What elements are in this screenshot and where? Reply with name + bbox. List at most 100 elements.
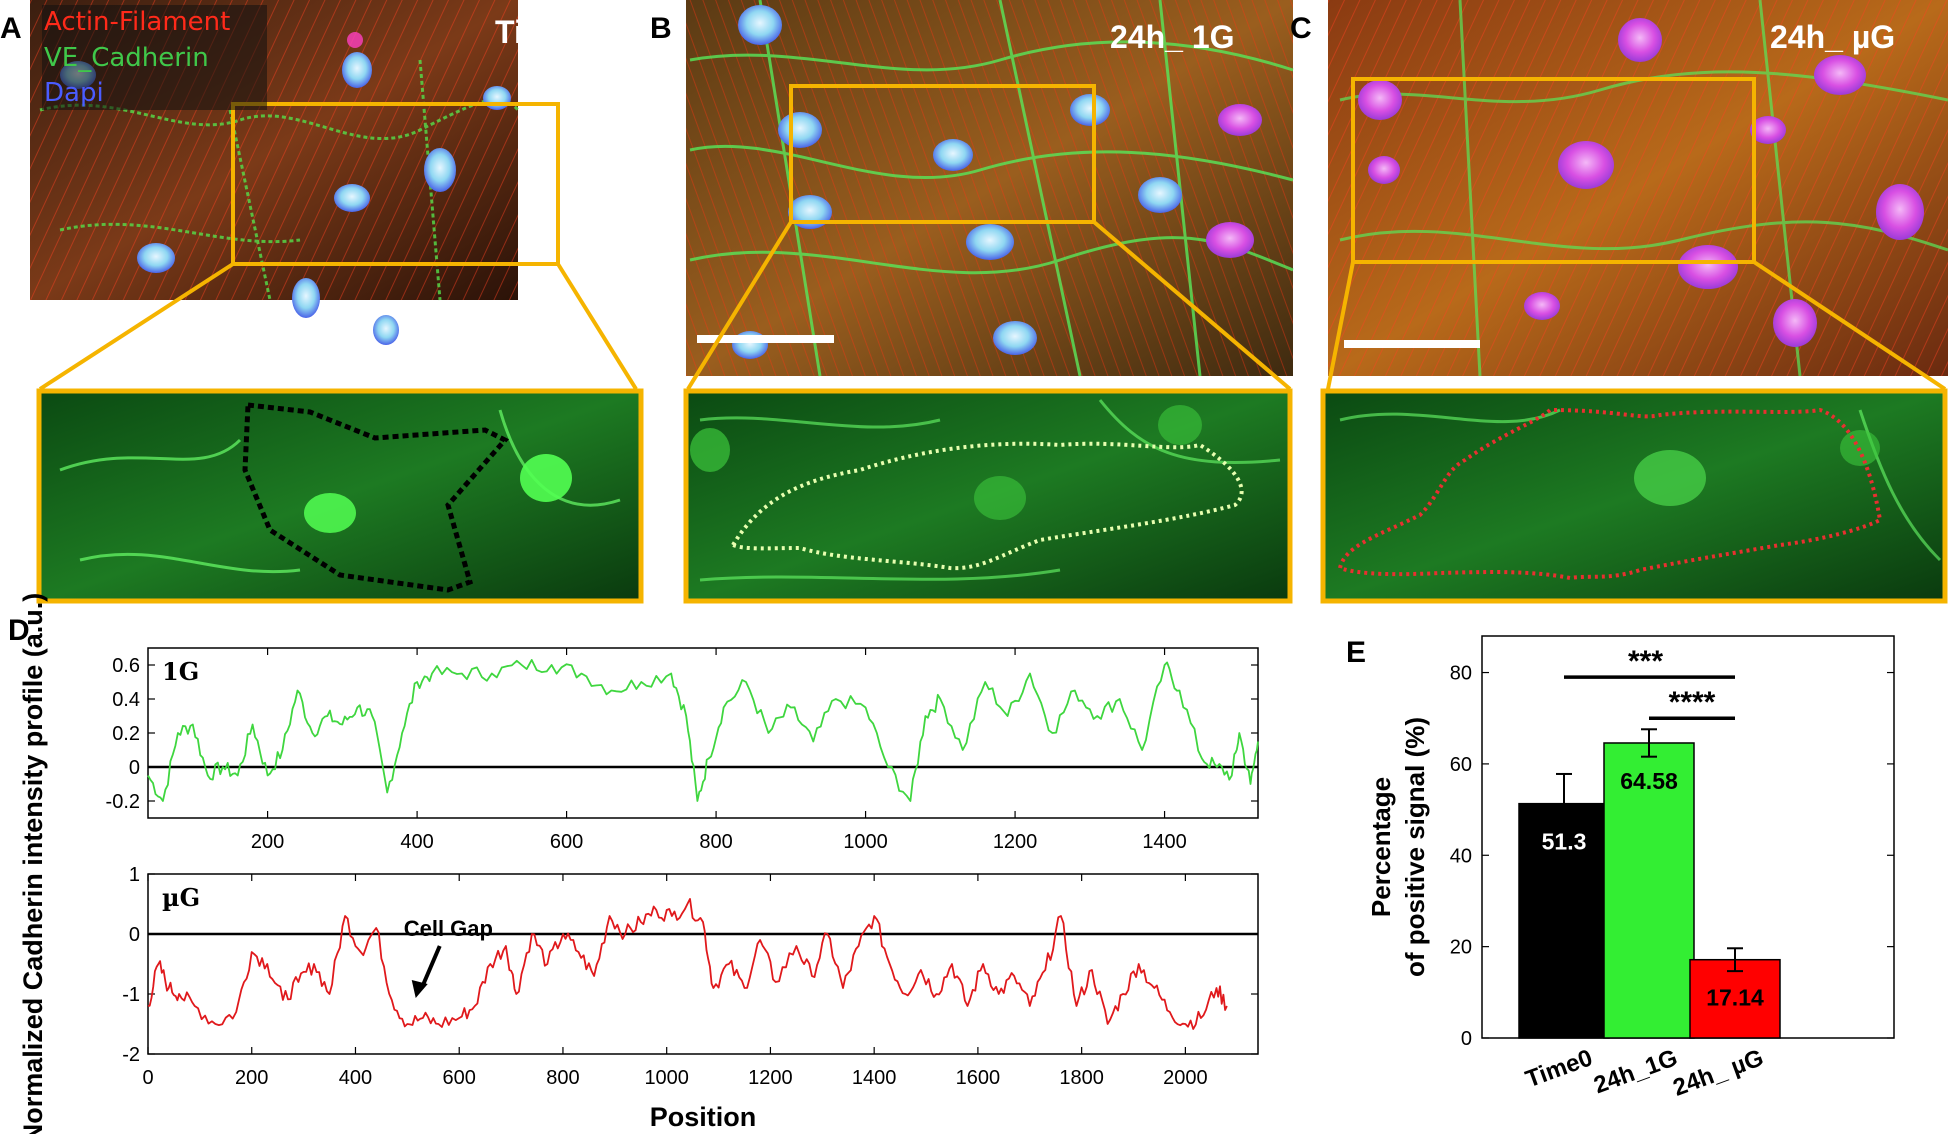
panel-a-zoom bbox=[36, 388, 644, 604]
connector-line bbox=[38, 262, 235, 391]
category-label: 24h_1G bbox=[1590, 1044, 1681, 1099]
nucleus bbox=[1138, 177, 1182, 213]
annotation-arrowhead bbox=[411, 980, 428, 998]
x-tick-label: 1000 bbox=[843, 831, 888, 853]
zoom-box bbox=[231, 102, 560, 266]
panel-b-title: 24h_ 1G bbox=[1110, 19, 1235, 55]
scale-bar bbox=[1344, 340, 1480, 348]
cell-outline bbox=[242, 402, 510, 593]
nucleus bbox=[1524, 292, 1560, 320]
scale-bar bbox=[70, 346, 185, 354]
zoom-cell-edges bbox=[699, 399, 1281, 582]
series-label: 1G bbox=[162, 657, 199, 686]
zoom-box bbox=[1351, 77, 1756, 264]
legend-dapi: Dapi bbox=[44, 78, 104, 108]
x-tick-label: 600 bbox=[550, 831, 583, 853]
category-label: Time0 bbox=[1522, 1044, 1596, 1093]
x-tick-label: 800 bbox=[699, 831, 732, 853]
nucleus bbox=[1814, 55, 1866, 95]
panel-letter-d: D bbox=[8, 614, 30, 647]
panel-a-connectors bbox=[38, 262, 638, 391]
y-tick-label: -2 bbox=[122, 1044, 140, 1066]
x-tick-label: 200 bbox=[251, 831, 284, 853]
connector-line bbox=[1092, 220, 1292, 391]
y-tick-label: 40 bbox=[1450, 845, 1472, 867]
panel-c-connectors bbox=[1326, 260, 1947, 391]
x-tick-label: 2000 bbox=[1163, 1067, 1208, 1089]
x-axis-label: Position bbox=[650, 1102, 757, 1132]
panel-c-cell-junctions bbox=[1339, 0, 1948, 377]
nucleus bbox=[1070, 94, 1110, 126]
y-tick-label: 0 bbox=[129, 757, 140, 779]
nucleus bbox=[1773, 299, 1817, 347]
panel-b-zoom bbox=[683, 388, 1293, 604]
bar bbox=[1518, 802, 1610, 1039]
panel-a: A Actin-Filament VE_Cadherin Dapi Time 0 bbox=[0, 0, 596, 354]
nucleus bbox=[1618, 18, 1662, 62]
zoom-nucleus bbox=[974, 476, 1026, 520]
legend-ve-cadherin: VE_Cadherin bbox=[44, 43, 209, 73]
annotation-arrow bbox=[419, 945, 442, 989]
panel-a-title: Time 0 bbox=[495, 14, 596, 50]
legend-bg bbox=[42, 5, 267, 110]
significance-stars: **** bbox=[1669, 686, 1716, 719]
zoom-nucleus bbox=[520, 454, 572, 502]
x-tick-label: 1400 bbox=[852, 1067, 897, 1089]
x-tick-label: 400 bbox=[400, 831, 433, 853]
panel-a-cell-junctions bbox=[39, 59, 520, 301]
y-tick-label: 20 bbox=[1450, 937, 1472, 959]
nucleus bbox=[483, 86, 511, 110]
nucleus bbox=[1750, 116, 1786, 144]
nucleus bbox=[933, 139, 973, 171]
y-tick-label: 0 bbox=[129, 924, 140, 946]
x-tick-label: 0 bbox=[142, 1067, 153, 1089]
panel-c-zoom bbox=[1320, 388, 1948, 604]
d-ylabel: Normalized Cadherin intensity profile (a… bbox=[18, 593, 48, 1134]
line-chart-1g: 200 400 600 800 1000 1200 1400 -0.2 0 0.2 0.4 0.6 1G bbox=[106, 647, 1259, 853]
connector-line bbox=[556, 262, 638, 391]
cell-outline bbox=[1337, 407, 1883, 581]
scale-bar bbox=[697, 335, 834, 343]
y-tick-label: -0.2 bbox=[106, 791, 140, 813]
zoom-nucleus bbox=[690, 428, 730, 472]
nucleus bbox=[966, 224, 1014, 260]
panel-c-zoom-image bbox=[1320, 388, 1948, 604]
series-line bbox=[147, 659, 1259, 802]
nucleus bbox=[1558, 141, 1614, 189]
y-tick-label: 0 bbox=[1461, 1028, 1472, 1050]
panel-c: C 24h_ µG bbox=[1290, 0, 1948, 377]
significance-stars: *** bbox=[1628, 645, 1663, 678]
panel-letter-b: B bbox=[650, 12, 672, 45]
nucleus bbox=[347, 32, 363, 48]
x-tick-label: 1200 bbox=[748, 1067, 793, 1089]
nucleus bbox=[334, 184, 370, 212]
y-axis-label: Percentage bbox=[1366, 777, 1396, 917]
nucleus bbox=[292, 278, 320, 318]
panel-letter-c: C bbox=[1290, 12, 1312, 45]
bar-chart: 0 20 40 60 80 Percentage of positive signal (%… bbox=[1366, 635, 1895, 1102]
nucleus bbox=[1368, 156, 1400, 184]
zoom-nucleus bbox=[304, 493, 356, 533]
nucleus bbox=[738, 5, 782, 45]
connector-line bbox=[1752, 260, 1947, 391]
panel-b: B 24h_ 1G bbox=[650, 0, 1294, 377]
x-tick-label: 1800 bbox=[1059, 1067, 1104, 1089]
zoom-box bbox=[789, 84, 1096, 224]
panel-letter-a: A bbox=[0, 12, 22, 45]
y-tick-label: 0.6 bbox=[112, 655, 140, 677]
zoom-nucleus bbox=[1634, 450, 1706, 506]
plot-frame bbox=[147, 647, 1259, 819]
bar bbox=[1603, 742, 1695, 1039]
x-tick-label: 600 bbox=[443, 1067, 476, 1089]
y-tick-label: 80 bbox=[1450, 663, 1472, 685]
nucleus bbox=[137, 243, 175, 273]
y-tick-label: -1 bbox=[122, 984, 140, 1006]
connector-line bbox=[1326, 261, 1355, 390]
panel-letter-e: E bbox=[1346, 636, 1366, 669]
plot-frame bbox=[147, 873, 1259, 1055]
nucleus bbox=[1678, 245, 1738, 289]
cell-outline bbox=[730, 441, 1244, 571]
nucleus bbox=[1218, 104, 1262, 136]
connector-line bbox=[686, 220, 793, 391]
panel-e: E 0 20 40 60 80 Percentage of positive signal … bbox=[1346, 635, 1895, 1102]
